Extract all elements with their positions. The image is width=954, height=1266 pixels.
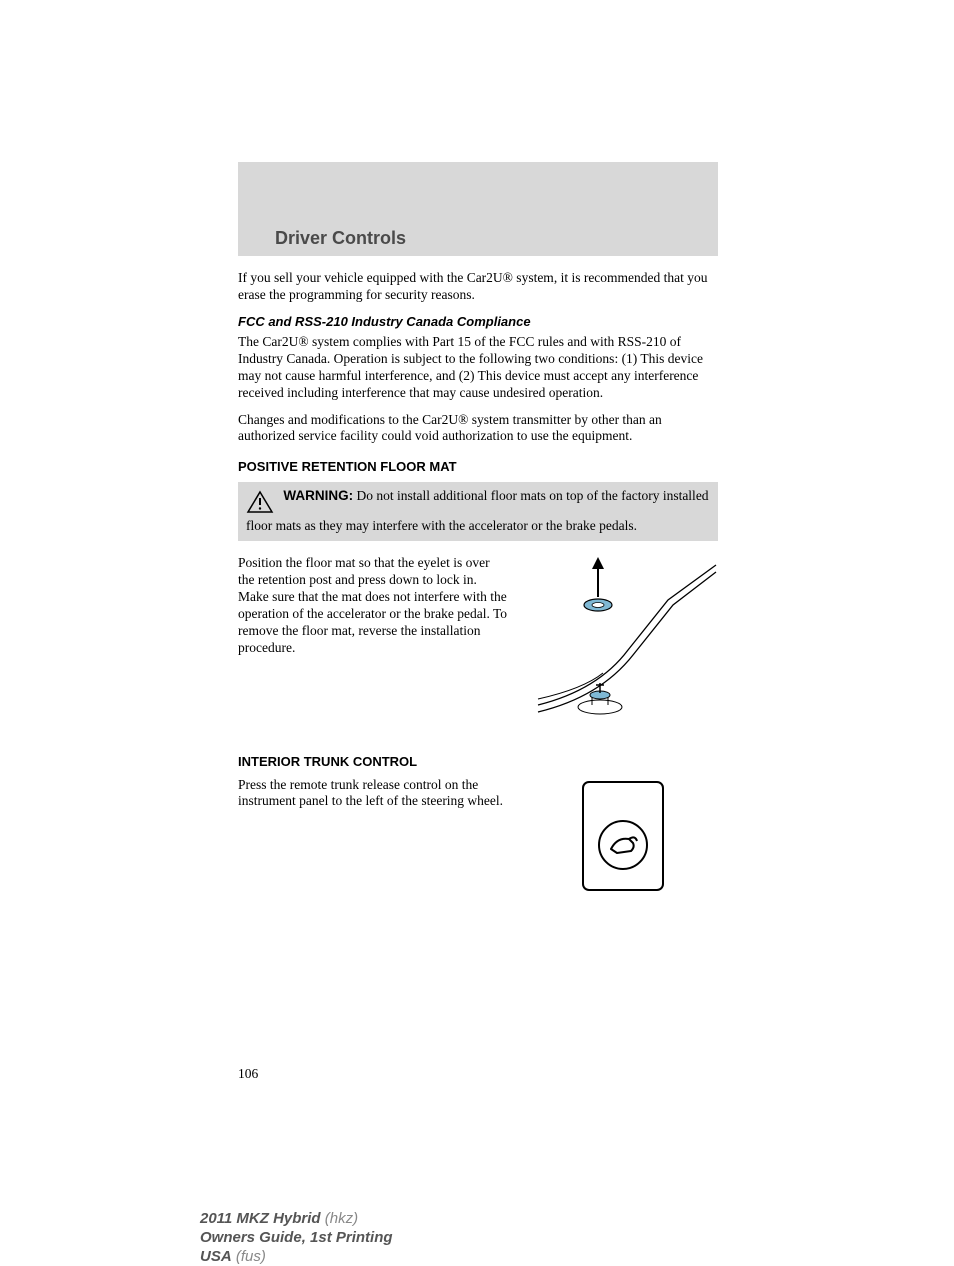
warning-triangle-icon [246,490,274,519]
trunk-section: Press the remote trunk release control o… [238,777,718,897]
footer-model: 2011 MKZ Hybrid [200,1210,321,1227]
floor-mat-paragraph: Position the floor mat so that the eyele… [238,555,508,656]
footer-region-code: (fus) [232,1248,266,1265]
floor-mat-diagram [528,555,718,730]
fcc-paragraph-2: Changes and modifications to the Car2U® … [238,412,718,446]
trunk-heading: INTERIOR TRUNK CONTROL [238,754,718,770]
trunk-paragraph: Press the remote trunk release control o… [238,777,508,811]
section-title: Driver Controls [275,228,406,249]
footer-model-code: (hkz) [321,1210,359,1227]
page-body: If you sell your vehicle equipped with t… [238,270,718,907]
footer-line-3: USA (fus) [200,1248,393,1266]
floor-mat-heading: POSITIVE RETENTION FLOOR MAT [238,459,718,475]
footer: 2011 MKZ Hybrid (hkz) Owners Guide, 1st … [200,1210,393,1266]
warning-label: WARNING: [283,488,353,503]
fcc-paragraph-1: The Car2U® system complies with Part 15 … [238,334,718,402]
floor-mat-section: Position the floor mat so that the eyele… [238,555,718,730]
warning-box: WARNING: Do not install additional floor… [238,482,718,542]
footer-line-2: Owners Guide, 1st Printing [200,1229,393,1248]
footer-line-1: 2011 MKZ Hybrid (hkz) [200,1210,393,1229]
fcc-heading: FCC and RSS-210 Industry Canada Complian… [238,314,718,330]
page-number: 106 [238,1066,258,1082]
trunk-button-diagram [528,777,718,897]
intro-paragraph: If you sell your vehicle equipped with t… [238,270,718,304]
footer-region: USA [200,1248,232,1265]
